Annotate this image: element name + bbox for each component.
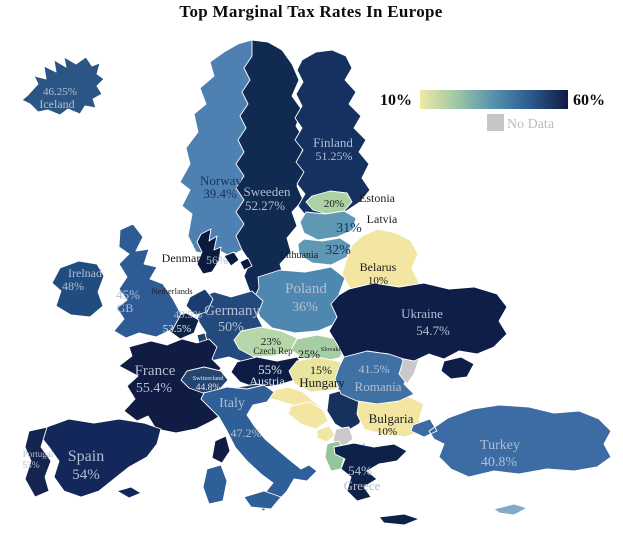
ukraine-label: Ukraine xyxy=(401,306,443,321)
switzerland-label: Switzerland xyxy=(192,375,224,382)
finland-label: Finland xyxy=(313,135,353,150)
gb-label: GB xyxy=(117,301,134,315)
spain-value: 54% xyxy=(72,467,100,483)
denmark-label: Denmark xyxy=(162,251,207,265)
ireland-value: 48% xyxy=(62,279,84,293)
legend-no-data-swatch xyxy=(487,114,504,131)
france-value: 55.4% xyxy=(136,381,173,396)
country-ukraine xyxy=(328,282,508,380)
estonia-value: 20% xyxy=(324,198,344,210)
austria-label: Austria xyxy=(249,374,285,388)
balearics-region xyxy=(116,486,142,499)
lithuania-label: Lithuania xyxy=(280,250,319,261)
country-latvia xyxy=(299,210,357,241)
country-portugal xyxy=(24,426,52,498)
legend-min-label: 10% xyxy=(380,92,412,109)
country-netherlands xyxy=(185,288,214,316)
austria-value: 55% xyxy=(258,362,282,377)
country-czech xyxy=(233,326,298,358)
latvia-value: 31% xyxy=(336,221,362,236)
country-cyprus xyxy=(493,503,528,516)
country-greece xyxy=(333,442,408,502)
country-labels: 46.25% Iceland Norway 39.4% Sweeden 52.2… xyxy=(22,86,520,493)
italy-value: 47.2% xyxy=(231,426,262,440)
sweden-value: 52.27% xyxy=(245,198,285,213)
iceland-label: Iceland xyxy=(39,97,74,111)
czech-label: Czech Rep xyxy=(253,346,293,356)
hungary-label: Hungary xyxy=(299,375,345,390)
romania-value: 41.5% xyxy=(359,362,390,376)
poland-label: Poland xyxy=(285,281,327,297)
crete-region xyxy=(378,513,420,526)
country-lithuania xyxy=(297,237,352,266)
portugal-label: Portugal xyxy=(23,449,54,459)
netherlands-label: Netherlands xyxy=(151,286,192,296)
bulgaria-label: Bulgaria xyxy=(369,411,414,426)
czech-value: 23% xyxy=(261,336,281,348)
country-gb xyxy=(113,223,182,339)
belarus-label: Belarus xyxy=(360,260,397,274)
latvia-label: Latvia xyxy=(367,212,398,226)
switzerland-value: 44.8% xyxy=(196,383,221,393)
country-italy xyxy=(200,384,318,512)
sweden-label: Sweeden xyxy=(244,184,291,199)
turkey-label: Turkey xyxy=(480,438,520,453)
norway-value: 39.4% xyxy=(203,186,237,201)
legend-max-label: 60% xyxy=(573,92,605,109)
country-montenegro xyxy=(316,425,336,443)
germany-value: 50% xyxy=(218,320,244,335)
greece-value: 54% xyxy=(348,463,372,478)
lithuania-value: 32% xyxy=(325,243,351,258)
poland-value: 36% xyxy=(292,300,318,315)
portugal-value: 53% xyxy=(22,461,40,471)
corsica-region xyxy=(211,435,231,464)
ireland-label: Irelnad xyxy=(68,266,102,280)
italy-label: Italy xyxy=(219,396,245,411)
country-denmark xyxy=(196,228,253,275)
germany-label: Germany xyxy=(204,303,260,319)
gb-value: 45% xyxy=(116,287,140,302)
romania-label: Romania xyxy=(355,379,402,394)
country-ireland xyxy=(51,260,105,318)
page-title: Top Marginal Tax Rates In Europe xyxy=(179,2,442,21)
sicily-region xyxy=(243,490,282,510)
estonia-label: Estonia xyxy=(359,191,396,205)
norway-label: Norway xyxy=(200,173,242,188)
france-label: France xyxy=(135,363,176,379)
legend-no-data-label: No Data xyxy=(507,117,555,132)
greece-label: Greece xyxy=(344,478,381,493)
country-shapes xyxy=(21,39,612,526)
ukraine-value: 54.7% xyxy=(416,323,450,338)
denmark-value: 56% xyxy=(206,253,228,267)
country-turkey xyxy=(410,404,612,478)
country-slovakia xyxy=(290,334,348,363)
iceland-value: 46.25% xyxy=(43,86,77,98)
belarus-value: 10% xyxy=(368,275,388,287)
finland-value: 51.25% xyxy=(316,149,353,163)
hungary-value: 15% xyxy=(310,363,332,377)
slovakia-value: 25% xyxy=(298,347,320,361)
bulgaria-value: 10% xyxy=(377,426,397,438)
color-legend: 10% 60% No Data xyxy=(380,90,605,132)
legend-gradient-bar xyxy=(420,90,568,109)
country-norway xyxy=(179,39,253,257)
spain-label: Spain xyxy=(68,448,104,465)
sardinia-region xyxy=(202,464,228,505)
turkey-value: 40.8% xyxy=(481,455,518,470)
slovakia-label: Slovakia xyxy=(321,346,344,353)
country-bosnia xyxy=(287,401,329,430)
country-spain xyxy=(40,418,162,498)
belgium-value: 53.5% xyxy=(163,323,191,335)
country-iceland xyxy=(21,56,105,116)
netherlands-value: 49.5% xyxy=(174,309,202,321)
